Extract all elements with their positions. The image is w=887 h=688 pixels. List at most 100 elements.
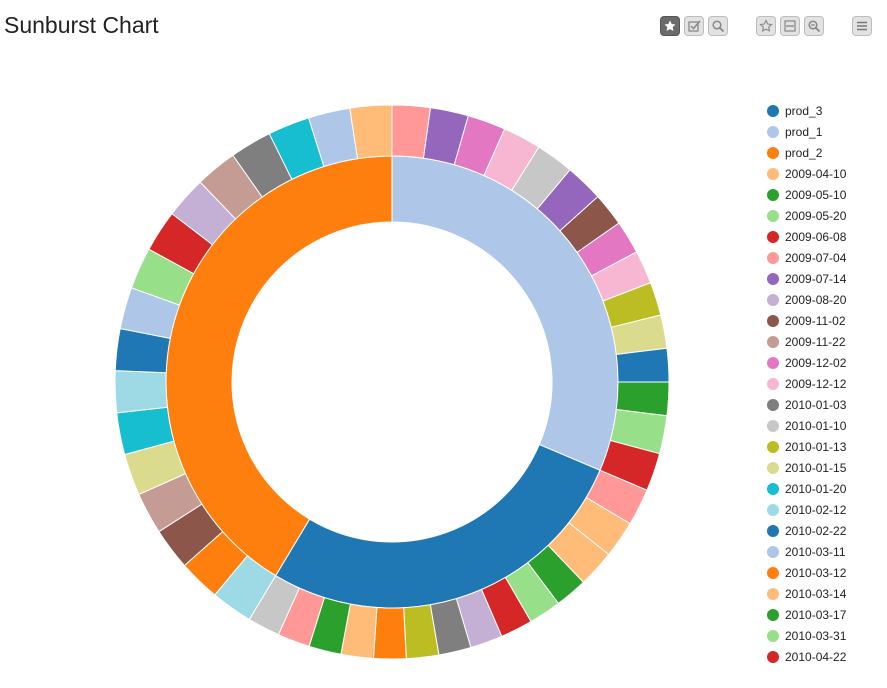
legend-swatch	[767, 252, 779, 264]
magnifier-button[interactable]	[708, 16, 728, 36]
legend-label: 2010-03-31	[785, 629, 847, 643]
legend-item[interactable]: 2010-03-14	[767, 584, 846, 604]
legend-item[interactable]: 2010-01-20	[767, 479, 846, 499]
menu-icon	[857, 21, 867, 31]
legend-label: 2010-01-10	[785, 419, 847, 433]
outer-segment-prod_1-11[interactable]	[615, 347, 670, 383]
check-square-icon	[688, 20, 701, 32]
legend-swatch	[767, 147, 779, 159]
legend-swatch	[767, 399, 779, 411]
legend-swatch	[767, 630, 779, 642]
legend-item[interactable]: 2010-02-22	[767, 521, 846, 541]
legend-swatch	[767, 105, 779, 117]
legend-label: 2009-07-04	[785, 251, 847, 265]
legend-swatch	[767, 441, 779, 453]
legend-label: 2009-11-22	[785, 335, 846, 349]
legend-swatch	[767, 609, 779, 621]
legend-label: 2010-03-12	[785, 566, 847, 580]
legend-swatch	[767, 525, 779, 537]
legend-item[interactable]: 2010-04-22	[767, 647, 846, 667]
legend-item[interactable]: prod_1	[767, 122, 822, 142]
outer-segment-prod_2-6[interactable]	[114, 370, 168, 414]
legend-item[interactable]: 2009-11-02	[767, 311, 846, 331]
legend-item[interactable]: 2010-01-10	[767, 416, 846, 436]
legend-swatch	[767, 462, 779, 474]
legend-item[interactable]: 2010-01-15	[767, 458, 846, 478]
star-outline-button[interactable]	[756, 16, 776, 36]
legend-label: 2010-01-20	[785, 482, 847, 496]
legend-swatch	[767, 315, 779, 327]
legend-swatch	[767, 336, 779, 348]
legend-label: 2010-02-22	[785, 524, 847, 538]
legend-label: 2010-01-13	[785, 440, 847, 454]
check-square-button[interactable]	[684, 16, 704, 36]
legend-label: prod_3	[785, 104, 823, 118]
legend-label: 2010-03-17	[785, 608, 847, 622]
minus-square-button[interactable]	[780, 16, 800, 36]
legend-swatch	[767, 273, 779, 285]
legend-item[interactable]: 2010-03-11	[767, 542, 846, 562]
legend-label: 2010-01-03	[785, 398, 847, 412]
legend-label: 2009-12-12	[785, 377, 847, 391]
legend-label: 2009-07-14	[785, 272, 847, 286]
star-button[interactable]	[660, 16, 680, 36]
legend-item[interactable]: prod_3	[767, 101, 822, 121]
legend-swatch	[767, 567, 779, 579]
legend-label: 2009-05-10	[785, 188, 847, 202]
legend-item[interactable]: prod_2	[767, 143, 822, 163]
legend-label: 2010-03-11	[785, 545, 846, 559]
legend-label: 2009-05-20	[785, 209, 847, 223]
zoom-out-button[interactable]	[804, 16, 824, 36]
legend-item[interactable]: 2010-01-13	[767, 437, 846, 457]
legend-item[interactable]: 2010-03-12	[767, 563, 846, 583]
legend-swatch	[767, 168, 779, 180]
legend-item[interactable]: 2009-04-10	[767, 164, 846, 184]
legend-label: 2009-06-08	[785, 230, 847, 244]
legend-swatch	[767, 378, 779, 390]
legend-swatch	[767, 231, 779, 243]
legend-label: 2009-12-02	[785, 356, 847, 370]
legend-item[interactable]: 2010-03-31	[767, 626, 846, 646]
legend-label: prod_1	[785, 125, 823, 139]
legend-item[interactable]: 2009-07-04	[767, 248, 846, 268]
legend-swatch	[767, 588, 779, 600]
legend-swatch	[767, 483, 779, 495]
legend-swatch	[767, 294, 779, 306]
magnifier-icon	[712, 20, 725, 33]
legend-label: 2010-01-15	[785, 461, 847, 475]
legend-item[interactable]: 2009-12-12	[767, 374, 846, 394]
menu-button[interactable]	[852, 16, 872, 36]
legend-item[interactable]: 2009-11-22	[767, 332, 846, 352]
zoom-out-icon	[808, 20, 821, 33]
legend-item[interactable]: 2009-08-20	[767, 290, 846, 310]
legend-swatch	[767, 189, 779, 201]
minus-square-icon	[784, 20, 796, 32]
page-title: Sunburst Chart	[4, 12, 159, 38]
legend-item[interactable]: 2009-05-10	[767, 185, 846, 205]
legend-label: 2009-04-10	[785, 167, 847, 181]
legend-swatch	[767, 546, 779, 558]
legend-label: 2010-02-12	[785, 503, 847, 517]
legend-item[interactable]: 2009-05-20	[767, 206, 846, 226]
outer-segment-prod_3-9[interactable]	[372, 606, 407, 660]
legend-item[interactable]: 2009-12-02	[767, 353, 846, 373]
legend-label: 2010-04-22	[785, 650, 847, 664]
legend-item[interactable]: 2009-06-08	[767, 227, 846, 247]
star-icon	[664, 20, 676, 31]
legend-label: 2009-11-02	[785, 314, 846, 328]
legend-item[interactable]: 2010-02-12	[767, 500, 846, 520]
legend-swatch	[767, 420, 779, 432]
outer-segment-prod_2-16[interactable]	[349, 104, 393, 160]
legend-swatch	[767, 126, 779, 138]
legend-item[interactable]: 2010-01-03	[767, 395, 846, 415]
legend-swatch	[767, 651, 779, 663]
legend-item[interactable]: 2009-07-14	[767, 269, 846, 289]
legend-swatch	[767, 210, 779, 222]
legend-swatch	[767, 357, 779, 369]
legend-swatch	[767, 504, 779, 516]
star-outline-icon	[759, 19, 773, 32]
legend-label: prod_2	[785, 146, 823, 160]
legend-item[interactable]: 2010-03-17	[767, 605, 846, 625]
legend-label: 2009-08-20	[785, 293, 847, 307]
